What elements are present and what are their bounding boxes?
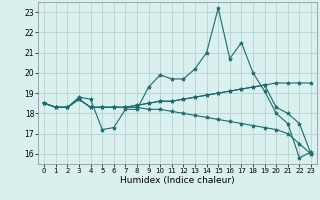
X-axis label: Humidex (Indice chaleur): Humidex (Indice chaleur) bbox=[120, 176, 235, 185]
